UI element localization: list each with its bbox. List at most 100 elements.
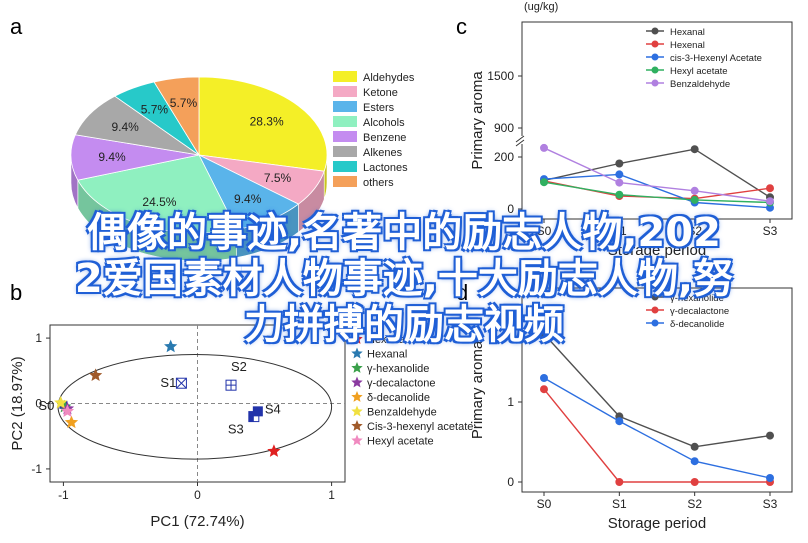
lined-y-tick-label: 1	[507, 395, 514, 409]
pie-slice-esters	[198, 154, 300, 230]
pca-sample-label-s0: S0	[38, 398, 54, 413]
linec-y-tick-label: 1500	[487, 69, 514, 83]
linec-series-point-hexanal-s2	[690, 145, 699, 154]
linec-plot-frame	[521, 21, 793, 220]
pie-slice-alcohols	[77, 154, 238, 234]
pca-legend-star-hexenal	[351, 333, 363, 344]
lined-legend-point-hexanolide	[651, 293, 659, 301]
pca-legend-label-benzaldehyde: Benzaldehyde	[367, 407, 437, 419]
pca-compound-point-hexanal	[164, 339, 178, 353]
linec-series-point-hexanal-s1	[615, 159, 624, 168]
lined-unit-label: (ug/kg)	[524, 267, 558, 279]
lined-legend-label-decanolide: δ-decanolide	[670, 319, 724, 330]
pca-legend-star-decanolide	[351, 391, 363, 402]
linec-series-point-cis-3-hexenyl-acetate-s1	[615, 170, 624, 179]
linec-legend-label-cis-3-hexenyl-acetate: cis-3-Hexenyl Acetate	[670, 53, 762, 64]
lined-series-point-hexanolide-s3	[766, 431, 774, 440]
pca-legend-label-hexenal: Hexenal	[367, 334, 407, 346]
pca-sample-marker	[175, 377, 187, 389]
linec-legend-label-hexanal: Hexanal	[670, 27, 705, 38]
pie-slice-others	[153, 76, 200, 157]
lined-x-tick-label-s1: S1	[612, 497, 627, 511]
linec-x-tick-label-s3: S3	[763, 224, 778, 238]
linec-y-tick-label: 0	[507, 202, 514, 216]
pca-sample-s1	[175, 377, 187, 389]
lined-legend-point-decalactone	[651, 306, 659, 314]
linec-series-point-hexyl-acetate-s1	[615, 190, 624, 199]
pca-sample-marker	[252, 406, 263, 417]
linec-series-point-benzaldehyde-s3	[766, 197, 774, 206]
linec-legend-label-benzaldehyde: Benzaldehyde	[670, 79, 730, 90]
pie-legend-label-benzene: Benzene	[363, 132, 406, 144]
linec-x-axis-label: Storage period	[608, 242, 706, 259]
linec-series-point-benzaldehyde-s2	[690, 186, 699, 195]
panel-letter-b: b	[10, 280, 22, 305]
pca-sample-label-s1: S1	[160, 375, 176, 390]
pca-sample-s4	[252, 406, 263, 417]
lined-series-point-decanolide-s1	[615, 417, 624, 426]
pie-legend-label-alcohols: Alcohols	[363, 117, 405, 129]
pca-sample-label-s4: S4	[265, 401, 281, 416]
pie-legend-swatch-alkenes	[333, 146, 357, 157]
headline-line-1: 偶像的事迹,名著中的励志人物,202	[87, 210, 721, 256]
lined-plot-frame	[521, 287, 793, 493]
pca-compound-point-cis-3-hexenyl-acetate	[88, 368, 103, 382]
pca-sample-marker-plus	[226, 380, 237, 391]
linec-axis-break-mark	[515, 135, 525, 147]
lined-series-point-decanolide-s3	[766, 474, 774, 482]
lined-y-tick-label: 2	[507, 315, 514, 329]
pie-label-alkenes: 9.4%	[111, 120, 139, 134]
lined-series-point-decanolide-s0	[540, 374, 548, 382]
pca-x-tick-label: 0	[194, 488, 201, 502]
lined-legend-label-decalactone: γ-decalactone	[670, 306, 729, 317]
pie-legend-swatch-others	[333, 176, 357, 187]
linec-series-point-hexyl-acetate-s0	[540, 178, 548, 187]
pca-compound-point-hexenal	[267, 444, 281, 457]
pca-sample-s2	[225, 379, 237, 391]
pca-legend-label-decalactone: γ-decalactone	[367, 378, 436, 390]
linec-legend-point-benzaldehyde	[651, 79, 659, 87]
linec-legend-point-hexanal	[651, 27, 659, 35]
pca-y-tick-label: 0	[35, 397, 42, 411]
pca-legend-star-benzaldehyde	[351, 405, 363, 417]
pca-compound-point-benzaldehyde	[54, 395, 68, 409]
lined-legend-label-hexanolide: γ-hexanolide	[670, 293, 724, 304]
linec-x-tick-label-s1: S1	[612, 224, 627, 238]
linec-series-line-hexyl-acetate	[543, 181, 771, 204]
pca-y-tick-label: 1	[35, 331, 42, 345]
pca-legend-star-hexanal	[351, 347, 363, 359]
pca-x-tick-label: 1	[328, 488, 335, 502]
pca-compound-point-decanolide	[64, 415, 79, 429]
pca-sample-marker-cross	[176, 377, 187, 389]
line-chart-primary-aroma-c: 0 200 900 1500 S0 S1 S2 S3 (ug/kg) Storage period…	[469, 1, 793, 259]
line-chart-primary-aroma-d: 0 1 2 S0 S1 S2 S3 (ug/kg) Storage period Primary …	[469, 267, 793, 532]
pie-label-others: 5.7%	[170, 96, 198, 110]
lined-y-tick-label: 0	[507, 475, 514, 489]
lined-x-tick-label-s2: S2	[687, 497, 702, 511]
pie-label-benzene: 9.4%	[98, 150, 126, 164]
panel-letter-c: c	[456, 14, 467, 39]
lined-x-axis-label: Storage period	[608, 515, 706, 532]
pca-sample-label-s3: S3	[228, 422, 244, 437]
linec-legend-label-hexenal: Hexenal	[670, 40, 705, 51]
linec-y-tick-label: 200	[494, 150, 514, 164]
pie-legend-label-aldehydes: Aldehydes	[363, 72, 415, 84]
lined-series-line-decalactone	[543, 388, 770, 483]
pie-legend-swatch-lactones	[333, 161, 357, 172]
lined-series-line-decanolide	[543, 377, 771, 479]
pie-legend-label-alkenes: Alkenes	[363, 147, 403, 159]
linec-legend-point-hexenal	[651, 40, 659, 48]
pca-legend-star-decalactone	[351, 376, 363, 388]
linec-x-tick-label-s2: S2	[687, 224, 702, 238]
linec-series-line-hexanal	[543, 148, 771, 198]
linec-series-point-hexyl-acetate-s2	[690, 195, 699, 204]
lined-x-tick-label-s3: S3	[763, 497, 778, 511]
pie-legend-swatch-alcohols	[333, 116, 357, 127]
pca-legend-star-hexyl-acetate	[351, 434, 363, 446]
lined-series-line-hexanolide	[543, 333, 771, 448]
pie-label-ketone: 7.5%	[264, 171, 292, 185]
lined-series-point-hexanolide-s2	[690, 442, 699, 451]
linec-y-axis-label: Primary aroma	[469, 71, 486, 170]
pca-sample-label-s2: S2	[231, 359, 247, 374]
pca-confidence-ellipse	[57, 353, 333, 460]
